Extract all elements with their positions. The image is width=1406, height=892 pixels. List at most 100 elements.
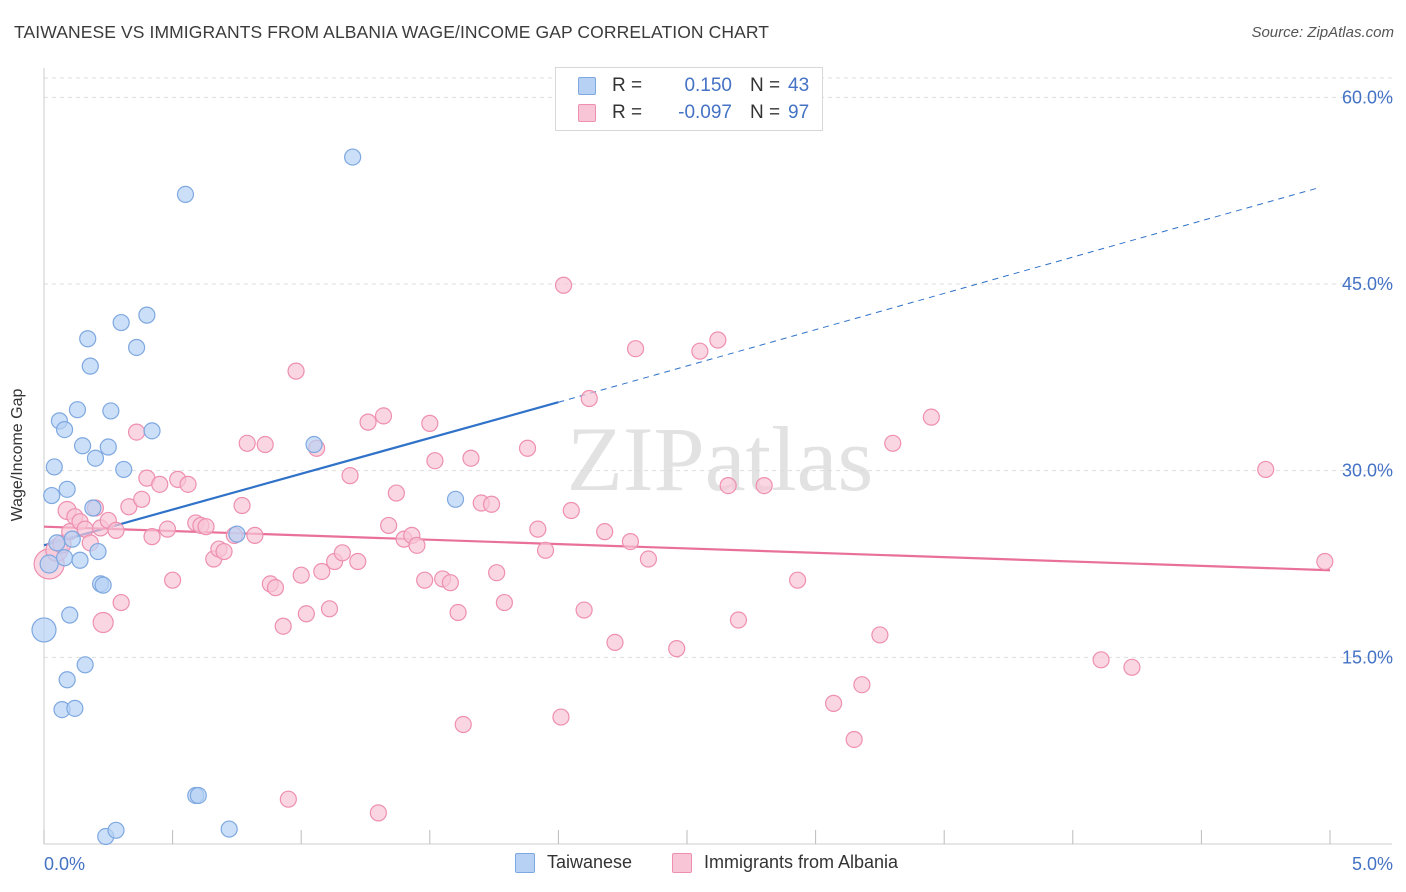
r-value: 0.150 (684, 75, 732, 96)
albania-point (313, 562, 331, 581)
taiwanese-point (66, 699, 84, 717)
albania-point (238, 434, 256, 452)
trend-lines (43, 187, 1331, 572)
albania-point (246, 526, 264, 544)
taiwanese-point (220, 820, 238, 838)
y-tick-label: 45.0% (1342, 274, 1393, 294)
taiwanese-point (189, 786, 207, 805)
axes (43, 68, 1392, 845)
albania-point (518, 439, 537, 457)
albania-point (449, 603, 467, 622)
taiwanese-point (39, 554, 59, 574)
taiwanese-point (71, 551, 89, 569)
albania-point (320, 600, 339, 618)
albania-point (755, 477, 773, 495)
n-value: 43 (788, 75, 810, 96)
albania-point (552, 708, 570, 726)
albania-point (562, 501, 580, 520)
tick-labels: 15.0% 30.0% 45.0% 60.0% 0.0% 5.0% (44, 87, 1393, 874)
albania-point (279, 790, 297, 808)
legend-item-taiwanese[interactable]: Taiwanese (515, 852, 632, 873)
taiwanese-point (55, 549, 74, 567)
albania-point (709, 331, 727, 349)
taiwanese-point (84, 499, 102, 517)
albania-swatch (578, 104, 596, 122)
taiwanese-trend-line (43, 401, 559, 547)
taiwanese-point (55, 421, 74, 439)
albania-point (719, 477, 737, 495)
n-value: 97 (788, 102, 810, 123)
taiwanese-point (446, 490, 465, 508)
albania-point (112, 593, 130, 612)
taiwanese-point (127, 338, 146, 357)
albania-point (1316, 552, 1334, 571)
albania-point (349, 552, 367, 571)
albania-point (853, 676, 871, 694)
taiwanese-point (31, 617, 57, 643)
x-tick-label: 5.0% (1352, 854, 1393, 874)
albania-point (1123, 658, 1141, 676)
albania-point (580, 389, 598, 408)
albania-point (626, 340, 645, 358)
albania-point (416, 571, 434, 589)
albania-point (884, 434, 902, 452)
taiwanese-point (94, 576, 112, 594)
taiwanese-point (81, 357, 99, 375)
legend-label: Immigrants from Albania (704, 852, 899, 872)
albania-point (197, 518, 215, 536)
r-label: R = (612, 75, 643, 96)
albania-point (536, 541, 555, 559)
legend-label: Taiwanese (547, 852, 633, 872)
taiwanese-point (344, 148, 362, 166)
albania-point (788, 571, 807, 589)
albania-point (369, 804, 387, 822)
taiwanese-point (228, 525, 246, 543)
stats-legend: R = 0.150 N = 43 R = -0.097 N = 97 (555, 67, 823, 131)
albania-point (107, 521, 125, 540)
watermark: ZIPatlas (567, 408, 874, 510)
grid-lines (44, 77, 1392, 658)
taiwanese-point (89, 542, 107, 561)
albania-point (495, 593, 513, 612)
albania-point (621, 532, 640, 551)
albania-point (441, 574, 459, 592)
albania-point (380, 516, 398, 535)
taiwanese-point (45, 458, 63, 476)
albania-point (606, 633, 624, 652)
n-label: N = (750, 102, 781, 123)
legend-item-albania[interactable]: Immigrants from Albania (672, 852, 898, 873)
albania-point (871, 626, 889, 644)
albania-point (158, 520, 177, 538)
albania-point (408, 536, 426, 554)
albania-point (287, 362, 305, 380)
y-tick-label: 60.0% (1342, 87, 1393, 107)
albania-point (164, 571, 182, 589)
albania-point (922, 408, 940, 426)
taiwanese-trend-extension (558, 187, 1318, 403)
taiwanese-point (305, 435, 323, 454)
source-label: Source: ZipAtlas.com (1251, 24, 1394, 41)
y-tick-label: 15.0% (1342, 647, 1393, 667)
albania-point (179, 475, 197, 493)
albania-point (421, 414, 439, 432)
taiwanese-point (61, 606, 79, 624)
taiwanese-point (58, 480, 76, 498)
stats-row-albania: R = -0.097 N = 97 (578, 101, 809, 125)
albania-point (482, 495, 501, 513)
chart-title: TAIWANESE VS IMMIGRANTS FROM ALBANIA WAG… (14, 22, 770, 42)
albania-point (133, 490, 151, 508)
taiwanese-point (107, 821, 125, 839)
taiwanese-point (99, 438, 117, 456)
albania-point (426, 452, 444, 470)
albania-point (127, 423, 146, 441)
albania-point (1092, 651, 1110, 669)
taiwanese-point (138, 306, 156, 324)
albania-point (92, 611, 114, 634)
taiwanese-point (76, 656, 94, 674)
r-value: -0.097 (678, 102, 732, 123)
albania-point (151, 475, 169, 493)
x-tick-label: 0.0% (44, 854, 85, 874)
taiwanese-point (79, 330, 97, 348)
albania-point (575, 601, 593, 619)
albania-point (488, 564, 506, 582)
